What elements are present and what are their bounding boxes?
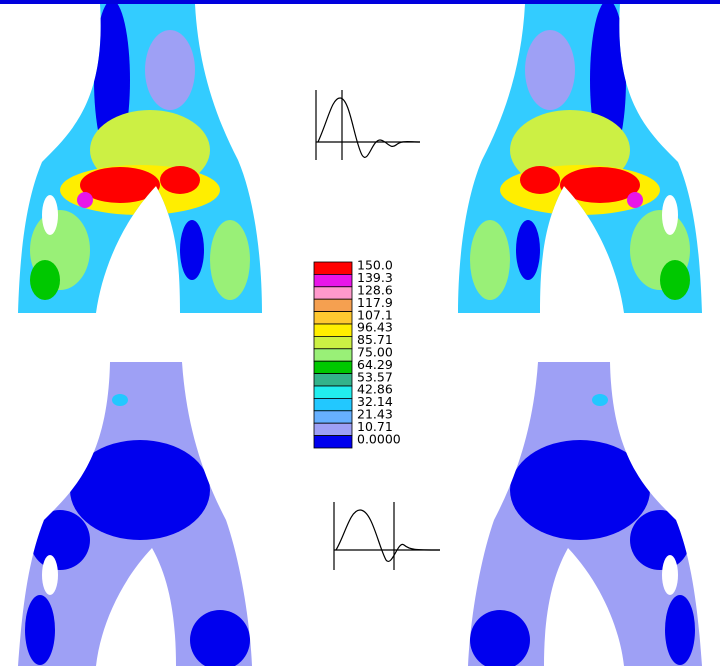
legend-swatch (314, 386, 352, 398)
contour-region (70, 440, 210, 540)
vessel-contour (420, 360, 720, 666)
legend-swatch (314, 312, 352, 324)
page: {"legend": {"levels": [ {"label": "150.0… (0, 0, 720, 666)
vessel-contour (0, 360, 300, 666)
contour-region (145, 30, 195, 110)
contour-region (77, 192, 93, 208)
top-border (0, 0, 720, 4)
contour-region (160, 166, 200, 194)
contour-region (210, 220, 250, 300)
waveform (336, 510, 440, 561)
contour-region (180, 220, 204, 280)
legend-swatch (314, 398, 352, 410)
waveform-inset (316, 90, 420, 160)
figure: 150.0139.3128.6117.9107.196.4385.7175.00… (0, 0, 720, 666)
legend-swatch (314, 411, 352, 423)
legend-swatch (314, 324, 352, 336)
contour-region (30, 510, 90, 570)
color-legend: 150.0139.3128.6117.9107.196.4385.7175.00… (314, 258, 401, 448)
vessel-contour (420, 0, 720, 320)
legend-swatch (314, 361, 352, 373)
legend-label: 0.0000 (357, 431, 401, 446)
legend-swatch (314, 423, 352, 435)
legend-swatch (314, 299, 352, 311)
legend-swatch (314, 349, 352, 361)
waveform (318, 98, 420, 157)
legend-swatch (314, 336, 352, 348)
vessel-contour (0, 0, 300, 320)
contour-region (112, 394, 128, 406)
contour-region (30, 260, 60, 300)
legend-swatch (314, 274, 352, 286)
vessel-hole (42, 195, 58, 235)
legend-swatch (314, 262, 352, 274)
legend-swatch (314, 287, 352, 299)
waveform-inset (334, 502, 440, 570)
legend-swatch (314, 374, 352, 386)
legend-swatch (314, 436, 352, 448)
contour-region (25, 595, 55, 665)
vessel-hole (42, 555, 58, 595)
